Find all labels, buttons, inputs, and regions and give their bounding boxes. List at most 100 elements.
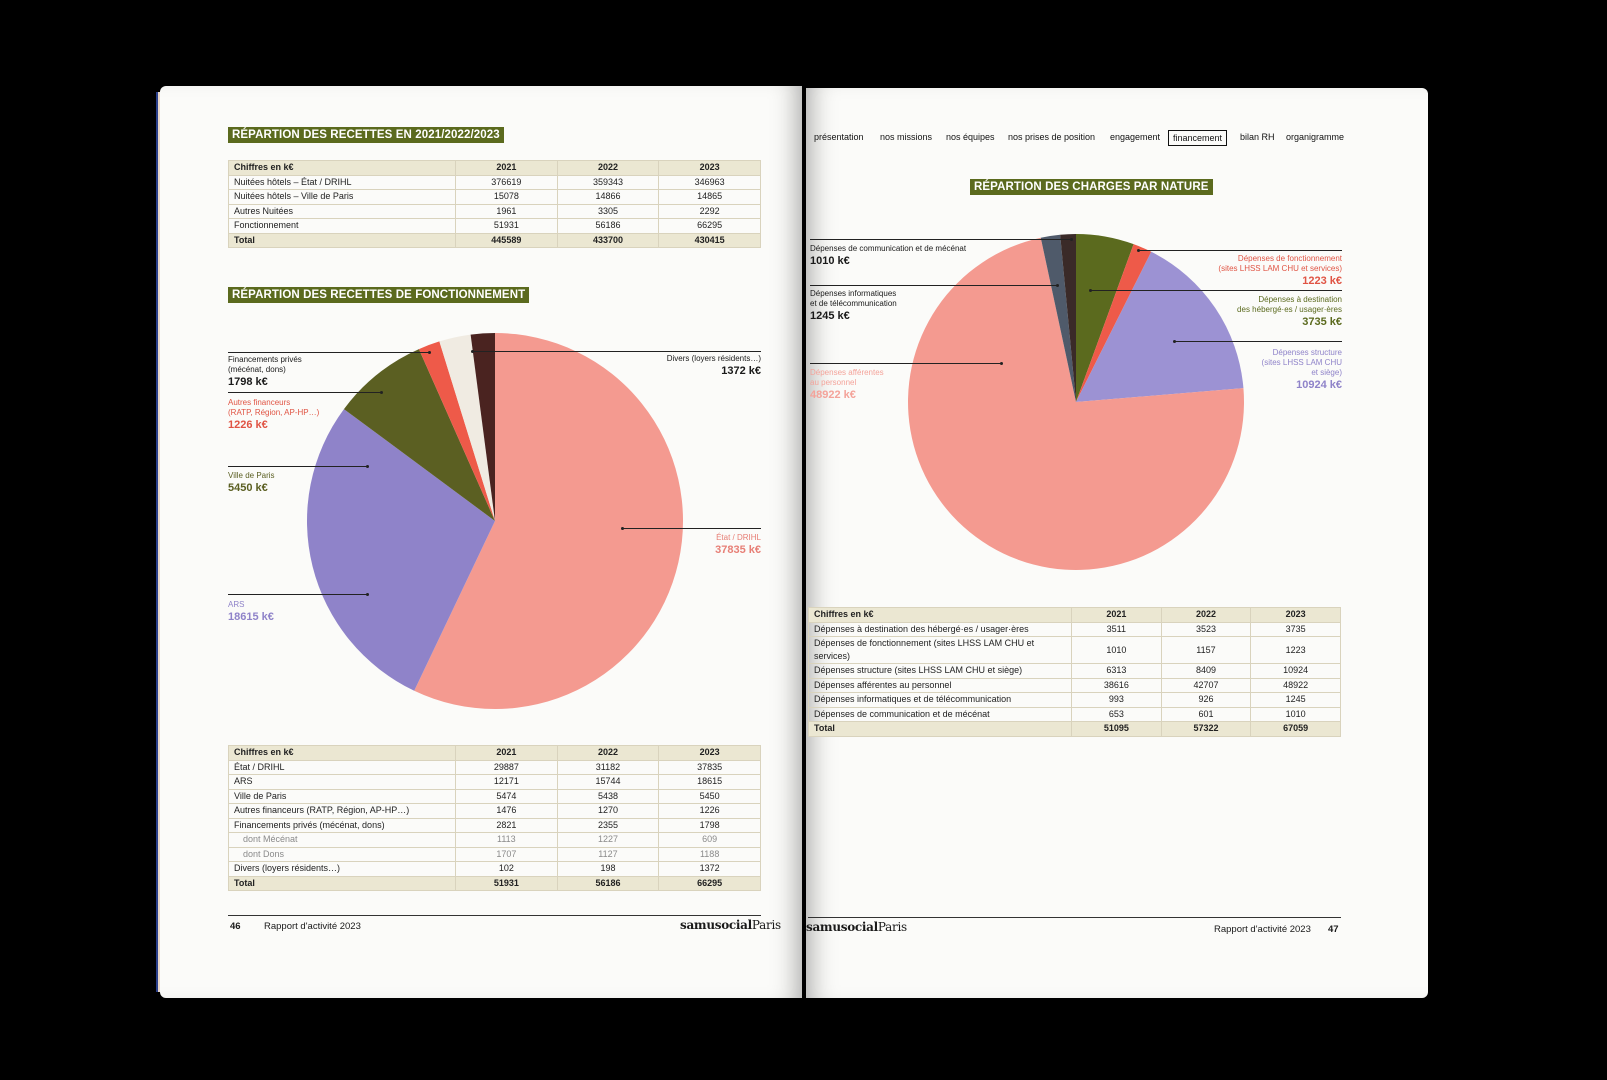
- pie-slice-etat-drihl: [414, 333, 684, 709]
- pie-slice-divers: [470, 333, 495, 521]
- table-cell: Dépenses de fonctionnement (sites LHSS L…: [808, 636, 1072, 664]
- table-cell: 376619: [455, 174, 558, 190]
- table-cell: 1372: [658, 861, 761, 877]
- table-header-cell: 2023: [1250, 607, 1341, 623]
- callout-structure: Dépenses structure (sites LHSS LAM CHU e…: [1240, 348, 1342, 392]
- table-cell: 56186: [556, 875, 660, 891]
- pie-slice-personnel: [908, 237, 1245, 571]
- leader-line: [228, 593, 369, 596]
- pie-chart-charges-par-nature: [908, 234, 1245, 571]
- table-cell: 5474: [455, 788, 558, 804]
- leader-line: [1173, 340, 1342, 343]
- table-row: Dépenses à destination des hébergé·es / …: [808, 621, 1341, 637]
- callout-value: 1372 k€: [721, 365, 761, 377]
- table-header-cell: 2021: [455, 160, 558, 176]
- table-cell: 1961: [455, 203, 558, 219]
- pie-slice-ars: [307, 409, 495, 691]
- table-row: dont Dons 1707 1127 1188: [228, 846, 761, 862]
- callout-financements-prives: Financements privés (mécénat, dons) 1798…: [228, 355, 302, 389]
- leader-line: [810, 362, 1003, 365]
- table-row: Autres financeurs (RATP, Région, AP-HP…)…: [228, 803, 761, 819]
- table-row: Dépenses de fonctionnement (sites LHSS L…: [808, 636, 1341, 664]
- callout-label: Dépenses à destination: [1258, 295, 1342, 304]
- nav-item-bilan-rh[interactable]: bilan RH: [1240, 132, 1275, 142]
- callout-value: 18615 k€: [228, 611, 274, 623]
- nav-item-missions[interactable]: nos missions: [880, 132, 933, 142]
- table-cell: Divers (loyers résidents…): [228, 861, 456, 877]
- footer-title: Rapport d'activité 2023: [1214, 924, 1311, 935]
- table-cell: 5450: [658, 788, 761, 804]
- table-header-cell: 2022: [556, 745, 660, 761]
- table-cell: Autres Nuitées: [228, 203, 456, 219]
- table-cell: 1798: [658, 817, 761, 833]
- table-cell: 51095: [1071, 721, 1162, 737]
- table-cell: Dépenses à destination des hébergé·es / …: [808, 621, 1072, 637]
- callout-label: au personnel: [810, 378, 857, 387]
- table-cell: 1270: [556, 803, 660, 819]
- table-cell: 56186: [556, 218, 660, 234]
- nav-item-organigramme[interactable]: organigramme: [1286, 132, 1345, 142]
- callout-personnel: Dépenses afférentes au personnel 48922 k…: [810, 368, 884, 402]
- brand-bold: samusocial: [680, 918, 752, 932]
- table-cell: Total: [228, 232, 456, 248]
- table-cell: 42707: [1160, 677, 1252, 693]
- table-cell: 2292: [658, 203, 761, 219]
- brand-bold: samusocial: [806, 920, 878, 934]
- pie-slice-autres-financeurs: [418, 341, 495, 521]
- callout-label: Dépenses de communication et de mécénat: [810, 244, 967, 253]
- footer-rule: [228, 915, 761, 916]
- table-cell: 1127: [556, 846, 660, 862]
- table-header-cell: Chiffres en k€: [228, 745, 456, 761]
- callout-ars: ARS 18615 k€: [228, 600, 274, 624]
- heading-recettes-fonctionnement: RÉPARTION DES RECETTES DE FONCTIONNEMENT: [228, 287, 530, 303]
- nav-item-presentation[interactable]: présentation: [814, 132, 864, 142]
- nav-item-equipes[interactable]: nos équipes: [946, 132, 995, 142]
- table-recettes-annuelles: Chiffres en k€ 2021 2022 2023 Nuitées hô…: [228, 160, 761, 248]
- pie-slice-informatique: [1040, 234, 1076, 402]
- pie-slice-communication: [1060, 234, 1076, 402]
- callout-fonctionnement: Dépenses de fonctionnement (sites LHSS L…: [1200, 254, 1342, 288]
- table-cell: 1223: [1250, 636, 1341, 664]
- callout-hebergees: Dépenses à destination des hébergé·es / …: [1210, 295, 1342, 329]
- nav-item-prises-de-position[interactable]: nos prises de position: [1008, 132, 1096, 142]
- samusocial-logo: samusocialParis: [806, 920, 907, 934]
- table-cell: 3511: [1071, 621, 1162, 637]
- table-cell: 445589: [455, 232, 558, 248]
- table-cell: 31182: [556, 759, 660, 775]
- table-header-cell: Chiffres en k€: [228, 160, 456, 176]
- brand-light: Paris: [751, 918, 781, 932]
- footer-title: Rapport d'activité 2023: [264, 921, 361, 932]
- table-cell: 1227: [556, 832, 660, 848]
- callout-label: Dépenses informatiques: [810, 289, 897, 298]
- callout-communication: Dépenses de communication et de mécénat …: [810, 244, 966, 268]
- pie-slice-fonctionnement: [1076, 244, 1152, 402]
- page-number: 46: [230, 921, 241, 932]
- table-cell: 198: [556, 861, 660, 877]
- callout-label: État / DRIHL: [716, 533, 761, 542]
- table-cell: 6313: [1071, 663, 1162, 679]
- table-cell: 2355: [556, 817, 660, 833]
- table-cell: Ville de Paris: [228, 788, 456, 804]
- table-cell: 430415: [658, 232, 761, 248]
- callout-informatique: Dépenses informatiques et de télécommuni…: [810, 289, 897, 323]
- callout-etat-drihl: État / DRIHL 37835 k€: [660, 533, 761, 557]
- table-cell: 1476: [455, 803, 558, 819]
- pie-slice-financements-prives: [439, 334, 495, 521]
- table-total-row: Total 51095 57322 67059: [808, 721, 1341, 737]
- table-cell: 1157: [1160, 636, 1252, 664]
- nav-item-engagement[interactable]: engagement: [1110, 132, 1161, 142]
- table-cell: 926: [1160, 692, 1252, 708]
- table-row: Divers (loyers résidents…) 102 198 1372: [228, 861, 761, 877]
- table-cell: Autres financeurs (RATP, Région, AP-HP…): [228, 803, 456, 819]
- nav-item-financement[interactable]: financement: [1168, 130, 1228, 146]
- table-cell: Dépenses de communication et de mécénat: [808, 706, 1072, 722]
- callout-label: Autres financeurs: [228, 398, 291, 407]
- table-row: État / DRIHL 29887 31182 37835: [228, 759, 761, 775]
- table-cell: 993: [1071, 692, 1162, 708]
- table-cell: 14866: [556, 189, 660, 205]
- table-recettes-fonctionnement: Chiffres en k€ 2021 2022 2023 État / DRI…: [228, 745, 761, 891]
- callout-label: et siège): [1311, 368, 1342, 377]
- table-cell: Nuitées hôtels – Ville de Paris: [228, 189, 456, 205]
- table-cell: 1113: [455, 832, 558, 848]
- leader-line: [621, 527, 761, 530]
